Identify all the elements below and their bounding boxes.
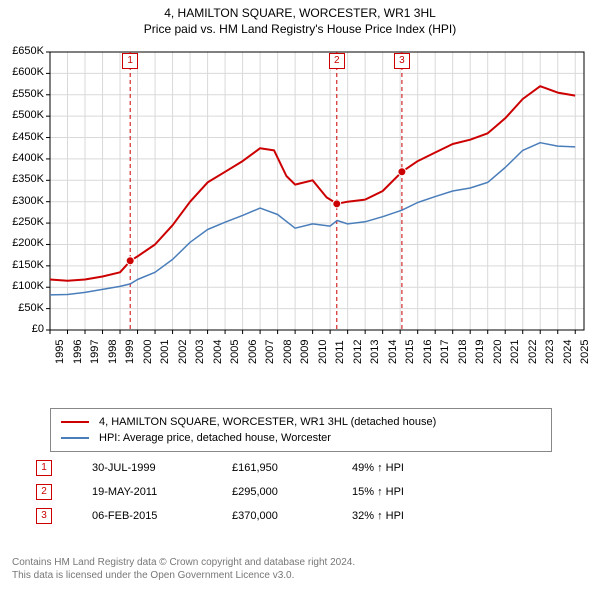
x-tick-label: 2024 (562, 340, 574, 364)
x-tick-label: 2009 (299, 340, 311, 364)
y-tick-label: £350K (0, 173, 44, 185)
chart-title-address: 4, HAMILTON SQUARE, WORCESTER, WR1 3HL (0, 0, 600, 20)
x-tick-label: 1996 (72, 340, 84, 364)
event-badge-chart: 1 (122, 53, 138, 69)
x-tick-label: 2025 (579, 340, 591, 364)
events-table: 1 30-JUL-1999£161,95049% ↑ HPI 2 19-MAY-201… (36, 456, 576, 528)
x-tick-label: 2017 (439, 340, 451, 364)
event-price: £370,000 (232, 510, 352, 522)
event-price: £295,000 (232, 486, 352, 498)
x-tick-label: 2022 (527, 340, 539, 364)
x-tick-label: 2016 (422, 340, 434, 364)
x-tick-label: 2002 (177, 340, 189, 364)
event-pct-vs-hpi: 15% ↑ HPI (352, 486, 492, 498)
event-badge: 2 (36, 484, 52, 500)
event-date: 30-JUL-1999 (92, 462, 232, 474)
x-tick-label: 1997 (89, 340, 101, 364)
x-tick-label: 2001 (159, 340, 171, 364)
legend-swatch (61, 421, 89, 423)
footer-line-2: This data is licensed under the Open Gov… (12, 569, 355, 582)
x-tick-label: 2000 (142, 340, 154, 364)
x-tick-label: 2018 (457, 340, 469, 364)
footer-attribution: Contains HM Land Registry data © Crown c… (12, 556, 355, 582)
price-chart: £0 £50K £100K £150K £200K £250K £300K £350K £400… (0, 42, 600, 402)
x-tick-label: 2006 (247, 340, 259, 364)
y-tick-label: £150K (0, 259, 44, 271)
event-badge-chart: 3 (394, 53, 410, 69)
event-price: £161,950 (232, 462, 352, 474)
event-badge-chart: 2 (329, 53, 345, 69)
y-tick-label: £200K (0, 237, 44, 249)
x-tick-label: 2013 (369, 340, 381, 364)
y-tick-label: £300K (0, 195, 44, 207)
x-tick-label: 1998 (107, 340, 119, 364)
event-badge: 1 (36, 460, 52, 476)
legend-swatch (61, 437, 89, 439)
x-tick-label: 2012 (352, 340, 364, 364)
legend-label: HPI: Average price, detached house, Worc… (99, 432, 331, 444)
y-tick-label: £650K (0, 45, 44, 57)
event-badge: 3 (36, 508, 52, 524)
x-tick-label: 2023 (544, 340, 556, 364)
y-tick-label: £50K (0, 302, 44, 314)
y-tick-label: £400K (0, 152, 44, 164)
event-row: 3 06-FEB-2015£370,00032% ↑ HPI (36, 504, 576, 528)
chart-legend: 4, HAMILTON SQUARE, WORCESTER, WR1 3HL (… (50, 408, 552, 452)
x-tick-label: 1999 (124, 340, 136, 364)
chart-title-subtitle: Price paid vs. HM Land Registry's House … (0, 20, 600, 36)
y-tick-label: £250K (0, 216, 44, 228)
y-tick-label: £600K (0, 66, 44, 78)
y-tick-label: £550K (0, 88, 44, 100)
x-tick-label: 2011 (334, 340, 346, 364)
x-tick-label: 2010 (317, 340, 329, 364)
event-pct-vs-hpi: 49% ↑ HPI (352, 462, 492, 474)
legend-label: 4, HAMILTON SQUARE, WORCESTER, WR1 3HL (… (99, 416, 436, 428)
y-tick-label: £450K (0, 131, 44, 143)
x-tick-label: 2008 (282, 340, 294, 364)
x-tick-label: 2005 (229, 340, 241, 364)
y-tick-label: £100K (0, 280, 44, 292)
x-tick-label: 2007 (264, 340, 276, 364)
event-row: 2 19-MAY-2011£295,00015% ↑ HPI (36, 480, 576, 504)
event-date: 19-MAY-2011 (92, 486, 232, 498)
footer-line-1: Contains HM Land Registry data © Crown c… (12, 556, 355, 569)
x-tick-label: 2019 (474, 340, 486, 364)
x-tick-label: 2003 (194, 340, 206, 364)
event-date: 06-FEB-2015 (92, 510, 232, 522)
legend-row: HPI: Average price, detached house, Worc… (61, 430, 541, 446)
x-tick-label: 2021 (509, 340, 521, 364)
x-tick-label: 2014 (387, 340, 399, 364)
event-pct-vs-hpi: 32% ↑ HPI (352, 510, 492, 522)
x-tick-label: 2015 (404, 340, 416, 364)
y-tick-label: £0 (0, 323, 44, 335)
x-tick-label: 2020 (492, 340, 504, 364)
x-tick-label: 2004 (212, 340, 224, 364)
y-tick-label: £500K (0, 109, 44, 121)
event-row: 1 30-JUL-1999£161,95049% ↑ HPI (36, 456, 576, 480)
x-tick-label: 1995 (54, 340, 66, 364)
legend-row: 4, HAMILTON SQUARE, WORCESTER, WR1 3HL (… (61, 414, 541, 430)
